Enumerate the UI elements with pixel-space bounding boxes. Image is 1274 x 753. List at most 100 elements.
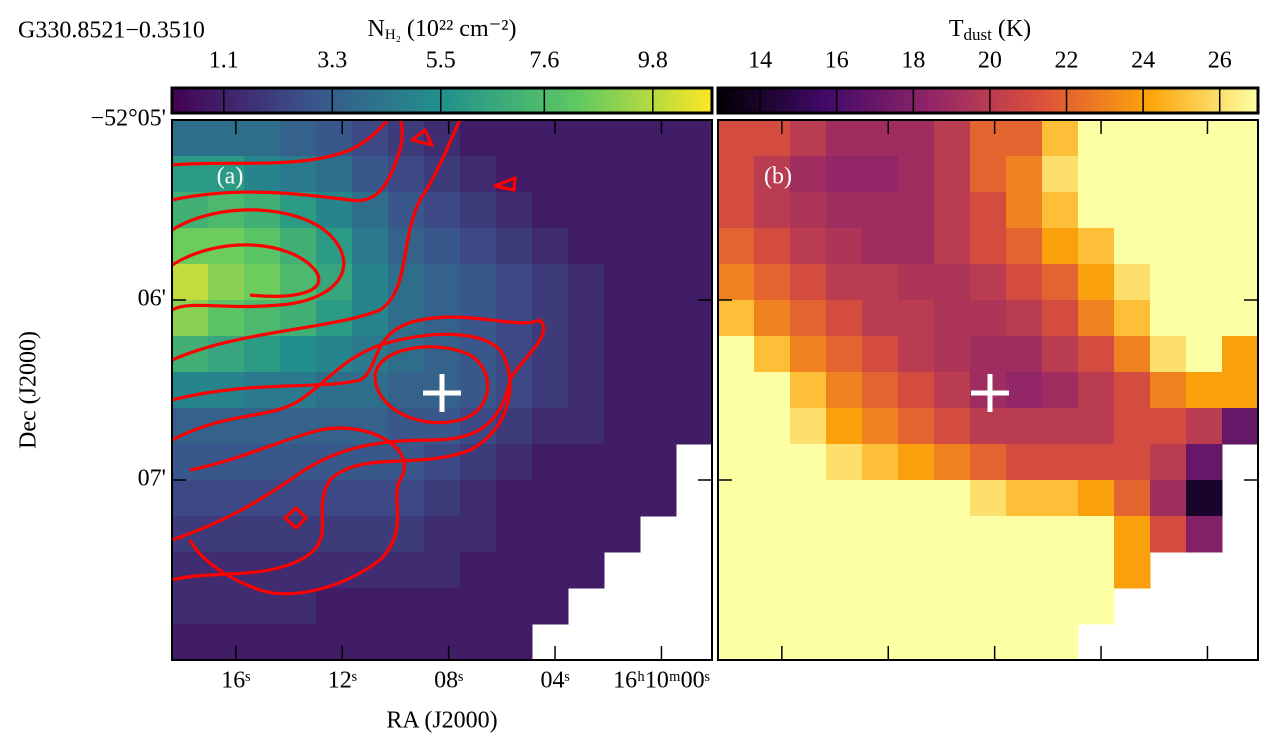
contour <box>172 243 321 298</box>
map-pixel <box>1006 336 1043 373</box>
map-pixel <box>898 264 935 301</box>
map-pixel <box>388 516 425 553</box>
map-pixel <box>460 120 497 157</box>
map-pixel <box>424 192 461 229</box>
map-pixel <box>1078 372 1115 409</box>
map-pixel <box>1042 552 1079 589</box>
map-pixel <box>934 228 971 265</box>
map-pixel <box>1114 408 1151 445</box>
map-pixel <box>568 228 605 265</box>
map-pixel <box>1006 192 1043 229</box>
map-pixel <box>568 372 605 409</box>
map-pixel <box>1042 408 1079 445</box>
map-pixel <box>790 336 827 373</box>
map-pixel <box>718 516 755 553</box>
map-pixel <box>1078 228 1115 265</box>
unit: (K) <box>992 16 1031 42</box>
map-pixel <box>460 228 497 265</box>
colorbar-tick-label: 26 <box>1208 48 1232 74</box>
map-pixel <box>1114 516 1151 553</box>
map-pixel <box>676 372 713 409</box>
map-pixel <box>388 120 425 157</box>
map-pixel <box>172 372 209 409</box>
contour <box>172 332 512 582</box>
source-name: G330.8521−0.3510 <box>18 18 205 44</box>
map-pixel <box>1150 192 1187 229</box>
map-pixel <box>790 480 827 517</box>
map-pixel <box>640 408 677 445</box>
contour <box>172 315 546 542</box>
map-pixel <box>208 516 245 553</box>
map-pixel <box>208 264 245 301</box>
map-pixel <box>604 336 641 373</box>
map-pixel <box>1222 300 1259 337</box>
contour <box>172 208 346 312</box>
map-pixel <box>718 300 755 337</box>
map-pixel <box>460 156 497 193</box>
map-pixel <box>604 480 641 517</box>
map-pixel <box>790 408 827 445</box>
map-pixel <box>718 588 755 625</box>
map-pixel <box>1186 228 1223 265</box>
map-pixel <box>718 156 755 193</box>
map-pixel <box>898 588 935 625</box>
map-pixel <box>460 192 497 229</box>
map-pixel <box>388 480 425 517</box>
map-pixel <box>172 156 209 193</box>
map-pixel <box>1114 264 1151 301</box>
map-pixel <box>1222 156 1259 193</box>
frame <box>171 119 713 661</box>
map-pixel <box>280 408 317 445</box>
map-pixel <box>532 192 569 229</box>
map-pixel <box>1222 336 1259 373</box>
map-pixel <box>754 192 791 229</box>
map-pixel <box>826 156 863 193</box>
map-pixel <box>1186 408 1223 445</box>
colorbar-tick-label: 1.1 <box>209 48 239 74</box>
map-pixel <box>604 408 641 445</box>
map-pixel <box>718 444 755 481</box>
map-pixel <box>496 408 533 445</box>
map-pixel <box>862 336 899 373</box>
map-pixel <box>172 624 209 661</box>
map-pixel <box>1222 372 1259 409</box>
x-tick-label: 16ˢ <box>221 668 250 694</box>
map-pixel <box>640 372 677 409</box>
map-pixel <box>754 372 791 409</box>
map-pixel <box>1006 480 1043 517</box>
contour <box>172 120 404 203</box>
colorbar-tick-label: 22 <box>1055 48 1079 74</box>
map-pixel <box>718 192 755 229</box>
map-pixel <box>352 480 389 517</box>
map-pixel <box>754 336 791 373</box>
map-pixel <box>460 480 497 517</box>
map-pixel <box>388 408 425 445</box>
map-pixel <box>460 444 497 481</box>
map-pixel <box>568 156 605 193</box>
map-pixel <box>1186 444 1223 481</box>
y-tick-label: −52°05' <box>91 106 166 132</box>
panel-label: (a) <box>217 164 244 190</box>
map-pixel <box>1006 156 1043 193</box>
colorbar-tick-label: 5.5 <box>426 48 456 74</box>
map-pixel <box>676 336 713 373</box>
map-pixel <box>1114 336 1151 373</box>
map-pixel <box>754 228 791 265</box>
map-pixel <box>568 444 605 481</box>
map-pixel <box>1078 192 1115 229</box>
map-pixel <box>970 444 1007 481</box>
map-pixel <box>1150 336 1187 373</box>
map-pixel <box>754 120 791 157</box>
map-pixel <box>1006 408 1043 445</box>
symbol: N <box>368 16 385 42</box>
map-pixel <box>244 372 281 409</box>
map-pixel <box>172 120 209 157</box>
unit: (10²² cm⁻²) <box>401 16 517 42</box>
map-pixel <box>208 120 245 157</box>
map-pixel <box>496 192 533 229</box>
colorbar-tick-label: 14 <box>748 48 772 74</box>
map-pixel <box>934 588 971 625</box>
colorbar-label: Tdust (K) <box>949 16 1031 44</box>
map-pixel <box>826 552 863 589</box>
